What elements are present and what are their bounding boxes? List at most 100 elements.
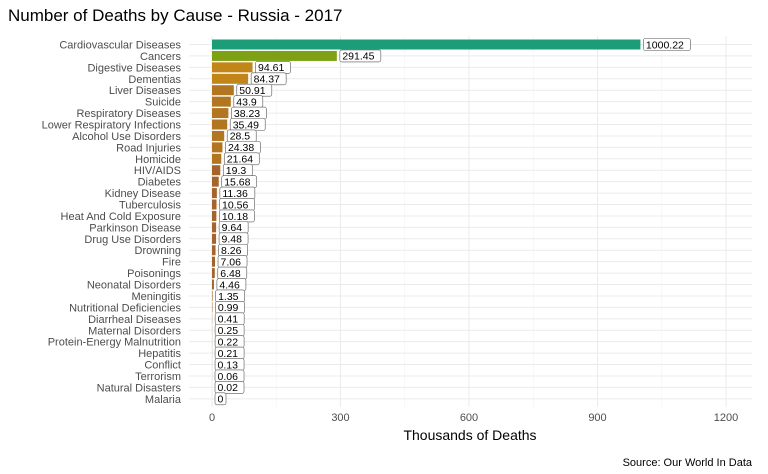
category-label: Parkinson Disease [89,222,181,234]
value-label: 10.18 [222,211,248,223]
value-label: 10.56 [222,199,248,211]
bar [212,222,217,233]
bar [212,50,337,61]
value-label: 0.99 [218,302,239,314]
value-label: 21.64 [227,154,253,166]
bars [212,39,641,393]
value-label: 24.38 [228,142,254,154]
category-label: Lower Respiratory Infections [42,120,182,132]
category-label: Homicide [135,154,181,166]
category-label: Diabetes [138,177,182,189]
value-label: 9.64 [222,222,243,234]
value-labels: 1000.22 291.45 94.6184.3750.9143.938.2335.… [214,38,691,406]
value-label: 11.36 [222,188,248,200]
category-label: Natural Disasters [97,382,182,394]
bar [212,96,231,107]
bar [212,290,213,301]
x-tick-labels: 0 300 600 900 1200 [209,412,738,424]
bar [212,256,216,267]
value-label: 1.35 [218,291,239,303]
x-tick-label: 300 [331,412,349,424]
category-label: Maternal Disorders [88,325,181,337]
category-label: Alcohol Use Disorders [72,131,181,143]
bar [212,210,217,221]
category-label: Neonatal Disorders [87,280,182,292]
category-label: Malaria [145,394,182,406]
bar [212,188,217,199]
bar [212,176,219,187]
value-label: 35.49 [233,119,259,131]
x-tick-label: 1200 [714,412,738,424]
category-label: Heat And Cold Exposure [61,211,181,223]
x-tick-label: 600 [460,412,478,424]
x-tick-label: 900 [588,412,606,424]
category-label: Terrorism [135,371,181,383]
category-label: Drowning [135,245,181,257]
category-label: Cardiovascular Diseases [59,40,181,52]
value-label: 0.41 [218,314,239,326]
category-label: Tuberculosis [119,200,181,212]
value-label: 0 [218,394,224,406]
bar [212,268,215,279]
value-label: 43.9 [236,96,257,108]
grid-lines [189,36,752,407]
value-label-box [214,392,227,406]
value-label: 0.06 [218,371,239,383]
value-label: 291.45 [342,51,374,63]
value-label: 0.22 [218,336,239,348]
value-label: 38.23 [234,108,260,120]
value-label-box [643,38,691,51]
bar [212,165,221,176]
bar [212,142,223,153]
category-label: Nutritional Deficiencies [69,302,181,314]
value-label: 9.48 [222,234,243,246]
bar [212,73,249,84]
value-label-box [214,381,245,394]
category-label: Fire [162,257,181,269]
category-label: Cancers [140,51,181,63]
value-label: 94.61 [258,62,284,74]
category-label: Poisonings [127,268,181,280]
x-axis-title: Thousands of Deaths [403,427,536,443]
category-label: Conflict [144,360,181,372]
value-label: 1000.22 [646,39,684,51]
category-label: Protein-Energy Malnutrition [48,337,181,349]
chart-title: Number of Deaths by Cause - Russia - 201… [8,6,343,25]
bar [212,199,217,210]
value-label: 0.21 [218,348,239,360]
category-label: Respiratory Diseases [76,108,181,120]
value-label: 0.13 [218,359,239,371]
value-label: 50.91 [239,85,265,97]
category-labels: Cardiovascular DiseasesCancersDigestive … [42,40,182,406]
bar [212,130,225,141]
bar [212,85,234,96]
bar [212,245,216,256]
value-label: 6.48 [220,268,241,280]
bar [212,119,228,130]
category-label: HIV/AIDS [134,165,181,177]
bar [212,39,641,50]
value-label: 8.26 [221,245,242,257]
value-label: 0.02 [218,382,239,394]
category-label: Digestive Diseases [87,62,181,74]
category-label: Drug Use Disorders [84,234,181,246]
bar [212,108,229,119]
value-label: 28.5 [230,131,251,143]
category-label: Suicide [145,97,181,109]
bar [212,153,222,164]
value-label: 4.46 [219,279,240,291]
category-label: Meningitis [131,291,181,303]
value-label: 7.06 [221,256,242,268]
category-label: Diarrheal Diseases [88,314,181,326]
value-label: 19.3 [226,165,247,177]
category-label: Kidney Disease [105,188,181,200]
x-tick-label: 0 [209,412,215,424]
value-label: 15.68 [224,176,250,188]
bar [212,62,253,73]
category-label: Road Injuries [116,142,181,154]
value-label: 84.37 [254,74,280,86]
bar [212,279,214,290]
value-label-box [339,49,382,63]
category-label: Liver Diseases [109,85,182,97]
